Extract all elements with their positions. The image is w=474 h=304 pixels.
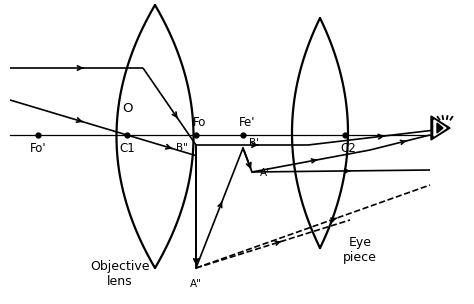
Text: A": A": [190, 279, 202, 289]
Polygon shape: [434, 120, 446, 136]
Text: B": B": [176, 143, 188, 153]
Text: Eye
piece: Eye piece: [343, 236, 377, 264]
Polygon shape: [431, 116, 450, 140]
Text: C1: C1: [119, 141, 135, 154]
Text: C2: C2: [340, 141, 356, 154]
Text: Objective
lens: Objective lens: [90, 260, 150, 288]
Text: Fo: Fo: [193, 116, 207, 129]
Polygon shape: [437, 123, 443, 133]
Text: A': A': [260, 168, 270, 178]
Text: Fo': Fo': [30, 141, 46, 154]
Text: O: O: [123, 102, 133, 115]
Text: B': B': [249, 138, 259, 148]
Text: Fe': Fe': [239, 116, 255, 129]
